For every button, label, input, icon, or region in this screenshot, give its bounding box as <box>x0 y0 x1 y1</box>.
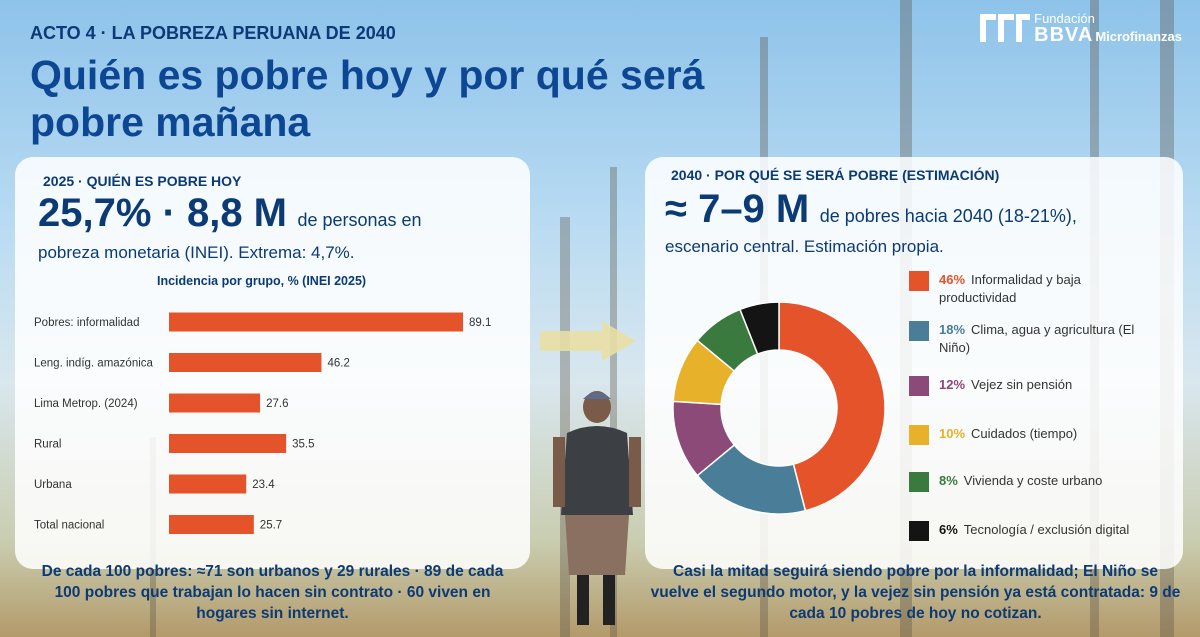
left-big-suffix: de personas en <box>297 210 422 230</box>
legend-label: Tecnología / exclusión digital <box>963 522 1130 537</box>
legend-item-tecnologia: 6% Tecnología / exclusión digital <box>909 521 1129 541</box>
legend-swatch <box>909 376 929 396</box>
act-kicker: ACTO 4 · LA POBREZA PERUANA DE 2040 <box>30 23 396 43</box>
legend-pct: 46% <box>939 272 966 287</box>
legend-pct: 18% <box>939 322 966 337</box>
legend-pct: 12% <box>939 377 966 392</box>
legend-swatch <box>909 521 929 541</box>
bar-chart-title: Incidencia por grupo, % (INEI 2025) <box>157 274 367 288</box>
donut-slice <box>778 301 886 512</box>
legend-item-clima: 18% Clima, agua y agricultura (El Niño) <box>909 321 1159 357</box>
left-sub: pobreza monetaria (INEI). Extrema: 4,7%. <box>38 243 355 262</box>
bar-category-label: Pobres: informalidad <box>34 317 139 329</box>
legend-pct: 8% <box>939 473 958 488</box>
right-big-suffix: de pobres hacia 2040 (18-21%), <box>819 206 1077 226</box>
left-footer-note: De cada 100 pobres: ≈71 son urbanos y 29… <box>41 563 504 622</box>
left-big-number: 25,7% · 8,8 M <box>38 191 288 235</box>
legend-item-vejez: 12% Vejez sin pensión <box>909 376 1072 396</box>
legend-pct: 10% <box>939 426 966 441</box>
right-headline: ≈ 7–9 M de pobres hacia 2040 (18-21%), <box>665 187 1077 232</box>
legend-item-cuidados: 10% Cuidados (tiempo) <box>909 425 1077 445</box>
arrow-right-icon <box>540 321 636 361</box>
left-panel-heading: 2025 · QUIÉN ES POBRE HOY <box>43 173 242 189</box>
legend-label: Vivienda y coste urbano <box>963 473 1103 488</box>
logo-line-1: Fundación <box>1034 11 1095 26</box>
walking-woman-figure <box>553 391 641 625</box>
logo: Fundación BBVA Microfinanzas <box>978 10 1182 46</box>
bar <box>169 312 464 332</box>
bar-category-label: Rural <box>34 439 61 451</box>
legend-swatch <box>909 425 929 445</box>
left-headline: 25,7% · 8,8 M de personas en <box>38 191 422 236</box>
bar <box>169 515 254 534</box>
bar-value-label: 89.1 <box>469 317 491 329</box>
right-panel: 2040 · POR QUÉ SE SERÁ POBRE (ESTIMACIÓN… <box>645 157 1183 569</box>
right-panel-heading: 2040 · POR QUÉ SE SERÁ POBRE (ESTIMACIÓN… <box>671 167 1000 183</box>
legend-pct: 6% <box>939 522 958 537</box>
legend-item-informalidad: 46% Informalidad y baja productividad <box>909 271 1139 307</box>
right-footer-note: Casi la mitad seguirá siendo pobre por l… <box>650 563 1181 622</box>
bar-value-label: 27.6 <box>266 398 288 410</box>
legend-swatch <box>909 321 929 341</box>
donut-slice <box>739 301 780 356</box>
bar-category-label: Total nacional <box>34 520 104 532</box>
left-panel: 2025 · QUIÉN ES POBRE HOY 25,7% · 8,8 M … <box>15 157 530 569</box>
bar-category-label: Urbana <box>34 479 72 491</box>
legend-swatch <box>909 271 929 291</box>
right-sub: escenario central. Estimación propia. <box>665 237 944 256</box>
page-title: Quién es pobre hoy y por qué será pobre … <box>30 52 705 145</box>
bar-category-label: Leng. indíg. amazónica <box>34 358 154 370</box>
bar-chart: Pobres: informalidad 89.1 Leng. indíg. ama… <box>34 312 491 534</box>
right-big-number: ≈ 7–9 M <box>665 187 810 231</box>
legend-item-vivienda: 8% Vivienda y coste urbano <box>909 472 1102 492</box>
fundacion-logo-icon <box>980 14 1031 42</box>
legend-label: Clima, agua y agricultura (El Niño) <box>939 322 1135 355</box>
bar <box>169 474 247 494</box>
legend-label: Vejez sin pensión <box>971 377 1073 392</box>
logo-line-2: BBVA <box>1034 24 1094 46</box>
bar-category-label: Lima Metrop. (2024) <box>34 398 138 410</box>
legend-label: Informalidad y baja productividad <box>939 272 1081 305</box>
bar-value-label: 25.7 <box>260 520 282 532</box>
bar <box>169 393 261 413</box>
donut-chart <box>672 301 886 515</box>
legend-label: Cuidados (tiempo) <box>971 426 1078 441</box>
legend-swatch <box>909 472 929 492</box>
bar-value-label: 46.2 <box>327 358 349 370</box>
bar-value-label: 35.5 <box>292 439 314 451</box>
logo-line-3: Microfinanzas <box>1095 29 1182 44</box>
bar-value-label: 23.4 <box>252 479 275 491</box>
bar <box>169 434 287 453</box>
bar <box>169 353 322 372</box>
